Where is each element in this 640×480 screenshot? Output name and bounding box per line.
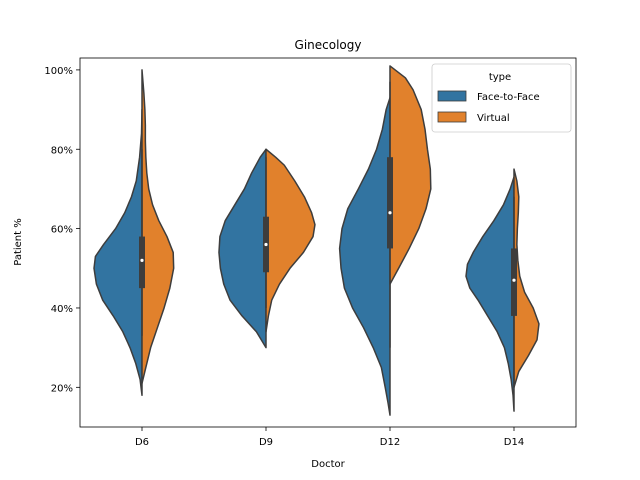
- y-axis-title: Patient %: [13, 218, 24, 266]
- y-tick-label: 40%: [51, 304, 73, 315]
- violin-half-virtual-d14: [513, 168, 540, 389]
- x-axis: D6 D9 D12 D14: [135, 427, 524, 448]
- legend-label-virtual: Virtual: [477, 113, 510, 124]
- violin-half-virtual-d12: [389, 65, 432, 285]
- median-marker-d9: [264, 242, 268, 247]
- iqr-box-d14: [511, 248, 517, 316]
- legend: type Face-to-Face Virtual: [431, 63, 572, 133]
- violins-group: [93, 65, 540, 416]
- violin-half-face-to-face-d9: [218, 148, 267, 349]
- x-axis-title: Doctor: [311, 459, 345, 470]
- median-marker-d6: [140, 258, 144, 262]
- violin-half-face-to-face-d6: [93, 108, 143, 397]
- violin-half-face-to-face-d12: [338, 96, 391, 416]
- chart-title: Ginecology: [295, 38, 362, 52]
- x-tick-label: D12: [380, 437, 400, 448]
- x-tick-label: D14: [504, 437, 524, 448]
- y-tick-label: 80%: [51, 145, 73, 156]
- legend-box: [431, 63, 572, 133]
- boxes-group: [139, 81, 517, 388]
- x-tick-label: D6: [135, 437, 149, 448]
- y-tick-label: 100%: [44, 66, 73, 77]
- median-marker-d12: [388, 211, 392, 215]
- y-tick-label: 20%: [51, 383, 73, 394]
- violin-half-virtual-d9: [265, 148, 316, 333]
- plot-frame: [79, 57, 577, 428]
- iqr-box-d12: [387, 157, 393, 249]
- y-tick-label: 60%: [51, 225, 73, 236]
- legend-label-face-to-face: Face-to-Face: [477, 92, 540, 103]
- x-tick-label: D9: [259, 437, 273, 448]
- iqr-box-d6: [139, 236, 145, 289]
- legend-title: type: [489, 72, 511, 83]
- violin-half-virtual-d6: [141, 69, 175, 385]
- violin-half-face-to-face-d14: [465, 176, 515, 412]
- y-axis: 20% 40% 60% 80% 100%: [44, 66, 80, 394]
- legend-swatch-face-to-face: [437, 90, 467, 102]
- median-marker-d14: [512, 278, 516, 282]
- legend-swatch-virtual: [437, 111, 467, 123]
